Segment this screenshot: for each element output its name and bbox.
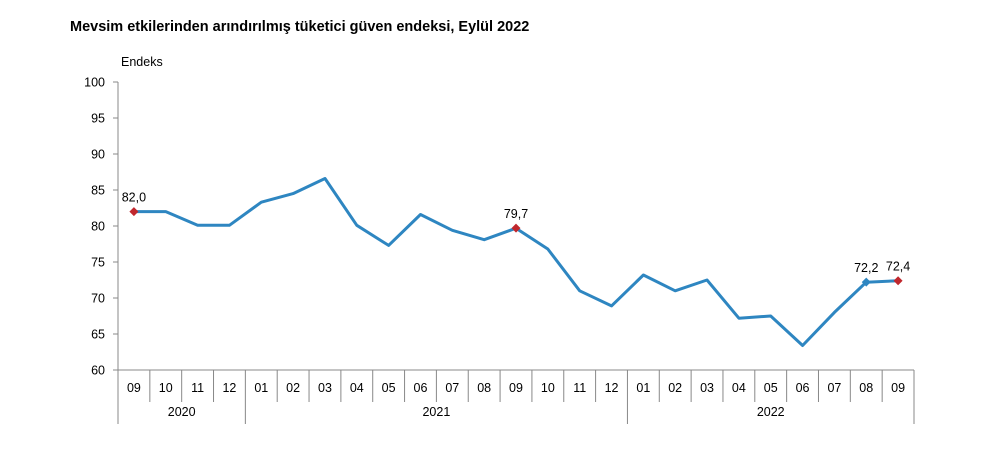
year-label: 2022	[757, 405, 785, 419]
x-tick-label: 04	[350, 381, 364, 395]
highlight-marker	[129, 207, 139, 217]
year-labels: 2020 2021 2022	[168, 405, 785, 419]
x-tick-label: 01	[636, 381, 650, 395]
x-tick-label: 08	[477, 381, 491, 395]
x-tick-label: 01	[254, 381, 268, 395]
x-tick-label: 03	[318, 381, 332, 395]
data-label: 79,7	[504, 207, 528, 221]
y-tick-label: 60	[91, 364, 105, 378]
y-tick-label: 75	[91, 256, 105, 270]
y-tick-label: 70	[91, 292, 105, 306]
highlight-marker	[511, 223, 521, 233]
x-tick-label: 09	[127, 381, 141, 395]
y-tick-label: 95	[91, 112, 105, 126]
y-tick-label: 85	[91, 184, 105, 198]
x-tick-label: 03	[700, 381, 714, 395]
year-label: 2021	[422, 405, 450, 419]
axes	[113, 81, 915, 424]
x-tick-label: 02	[668, 381, 682, 395]
x-tick-label: 04	[732, 381, 746, 395]
x-tick-label: 07	[445, 381, 459, 395]
x-tick-label: 10	[541, 381, 555, 395]
data-label: 82,0	[122, 191, 146, 205]
x-tick-label: 11	[191, 381, 204, 395]
y-tick-labels: 60 65 70 75 80 85 90 95 100	[84, 76, 105, 378]
data-label: 72,4	[886, 260, 910, 274]
plot-area: 82,0 79,7 72,2 72,4	[122, 177, 910, 347]
x-tick-label: 05	[382, 381, 396, 395]
x-tick-label: 07	[827, 381, 841, 395]
x-tick-label: 09	[509, 381, 523, 395]
x-tick-label: 12	[222, 381, 236, 395]
year-label: 2020	[168, 405, 196, 419]
chart-title: Mevsim etkilerinden arındırılmış tüketic…	[70, 19, 530, 35]
highlight-marker	[861, 277, 871, 287]
y-tick-label: 65	[91, 328, 105, 342]
x-tick-label: 10	[159, 381, 173, 395]
highlight-marker	[893, 276, 903, 286]
x-tick-labels: 09 10 11 12 01 02 03 04 05 06 07 08 09 10 11 12 01 02 03 04…	[127, 381, 905, 395]
y-tick-label: 100	[84, 76, 105, 90]
x-tick-label: 02	[286, 381, 300, 395]
x-tick-label: 08	[859, 381, 873, 395]
y-tick-label: 80	[91, 220, 105, 234]
series-line	[132, 177, 900, 347]
x-tick-label: 09	[891, 381, 905, 395]
y-tick-label: 90	[91, 148, 105, 162]
x-tick-label: 05	[764, 381, 778, 395]
y-axis-label: Endeks	[121, 55, 163, 69]
x-tick-label: 06	[796, 381, 810, 395]
x-tick-label: 12	[605, 381, 619, 395]
x-tick-label: 06	[414, 381, 428, 395]
x-tick-label: 11	[573, 381, 586, 395]
data-label: 72,2	[854, 261, 878, 275]
